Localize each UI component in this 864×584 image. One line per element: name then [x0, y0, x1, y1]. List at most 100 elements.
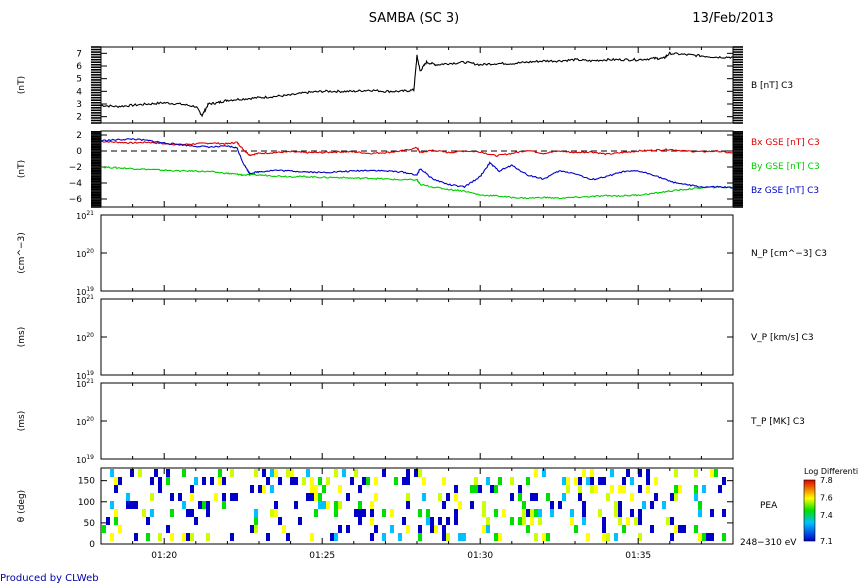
heatmap-cell	[614, 509, 618, 517]
heatmap-cell	[602, 525, 606, 533]
heatmap-cell	[430, 517, 434, 525]
heatmap-cell	[290, 469, 294, 477]
heatmap-cell	[622, 477, 626, 485]
series-line	[100, 138, 734, 189]
series-line	[101, 140, 734, 157]
heatmap-cell	[610, 485, 614, 493]
heatmap-cell	[426, 517, 430, 525]
heatmap-cell	[494, 533, 498, 541]
heatmap-cell	[394, 477, 398, 485]
heatmap-cell	[110, 469, 114, 477]
heatmap-cell	[582, 517, 586, 525]
heatmap-cell	[566, 477, 570, 485]
heatmap-cell	[578, 493, 582, 501]
heatmap-cell	[158, 533, 162, 541]
y-tick-label: 1021	[76, 378, 94, 389]
heatmap-cell	[602, 517, 606, 525]
heatmap-cell	[266, 533, 270, 541]
heatmap-cell	[406, 493, 410, 501]
heatmap-cell	[358, 517, 362, 525]
heatmap-cell	[270, 485, 274, 493]
heatmap-cell	[254, 509, 258, 517]
panel-bgse: (nT) 2 0 −2 −4 −6 Bx GSE [nT] C3 By GSE [nT] C3…	[17, 130, 820, 208]
heatmap-cell	[322, 501, 326, 509]
x-tick-label: 01:35	[625, 551, 651, 561]
heatmap-cell	[606, 493, 610, 501]
heatmap-cell	[638, 517, 642, 525]
heatmap-cell	[354, 509, 358, 517]
heatmap-cell	[574, 477, 578, 485]
heatmap-cell	[494, 485, 498, 493]
heatmap-cell	[370, 517, 374, 525]
heatmap-cell	[374, 493, 378, 501]
panel-frame	[100, 298, 734, 376]
heatmap-cell	[158, 477, 162, 485]
heatmap-cell	[358, 509, 362, 517]
heatmap-cell	[710, 509, 714, 517]
heatmap-cell	[486, 525, 490, 533]
heatmap-cell	[442, 477, 446, 485]
heatmap-cell	[406, 501, 410, 509]
heatmap-cell	[358, 501, 362, 509]
heatmap-cell	[574, 525, 578, 533]
legend-label: By GSE [nT] C3	[751, 162, 820, 172]
panel-tp: (ms) T_P [MK] C3	[17, 382, 805, 460]
y-tick-label: 1021	[76, 294, 94, 305]
heatmap-cell	[650, 501, 654, 509]
heatmap-cell	[406, 477, 410, 485]
y-tick-label: 1020	[76, 332, 94, 343]
heatmap-cell	[126, 493, 130, 501]
heatmap-cell	[714, 469, 718, 477]
heatmap-cell	[722, 533, 726, 541]
heatmap-cell	[666, 517, 670, 525]
heatmap-cell	[518, 493, 522, 501]
legend-label: Bz GSE [nT] C3	[751, 186, 819, 196]
heatmap-cell	[678, 525, 682, 533]
heatmap-cell	[694, 525, 698, 533]
heatmap-cell	[722, 509, 726, 517]
heatmap-cell	[534, 533, 538, 541]
heatmap-cell	[590, 485, 594, 493]
heatmap-cell	[674, 525, 678, 533]
heatmap-cell	[694, 493, 698, 501]
heatmap-cell	[170, 533, 174, 541]
heatmap-cell	[314, 485, 318, 493]
y-axis-label: (cm^−3)	[17, 232, 27, 274]
heatmap-cell	[254, 517, 258, 525]
heatmap-cell	[534, 509, 538, 517]
heatmap-cell	[138, 469, 142, 477]
heatmap-cell	[670, 533, 674, 541]
heatmap-cell	[298, 517, 302, 525]
heatmap-cell	[326, 477, 330, 485]
heatmap-cell	[582, 501, 586, 509]
heatmap-cell	[494, 509, 498, 517]
heatmap-cell	[618, 517, 622, 525]
heatmap-cell	[422, 493, 426, 501]
heatmap-cell	[310, 485, 314, 493]
heatmap-cell	[530, 517, 534, 525]
heatmap-cell	[350, 477, 354, 485]
heatmap-cell	[302, 477, 306, 485]
heatmap-cell	[158, 485, 162, 493]
heatmap-cell	[390, 509, 394, 517]
heatmap-cell	[338, 485, 342, 493]
heatmap-cell	[642, 501, 646, 509]
heatmap-cell	[190, 485, 194, 493]
heatmap-cell	[202, 477, 206, 485]
heatmap-cell	[422, 477, 426, 485]
heatmap-cell	[370, 501, 374, 509]
heatmap-cell	[126, 501, 130, 509]
heatmap-cell	[398, 533, 402, 541]
heatmap-cell	[442, 501, 446, 509]
heatmap-cell	[606, 533, 610, 541]
heatmap-cell	[626, 517, 630, 525]
colorbar-tick-label: 7.4	[820, 511, 833, 520]
y-axis-label: (ms)	[17, 411, 27, 431]
heatmap-cell	[446, 533, 450, 541]
heatmap-cell	[614, 533, 618, 541]
heatmap-cell	[542, 533, 546, 541]
heatmap-cell	[562, 477, 566, 485]
x-tick-label: 01:30	[467, 551, 493, 561]
heatmap-cell	[582, 509, 586, 517]
heatmap-cell	[346, 493, 350, 501]
